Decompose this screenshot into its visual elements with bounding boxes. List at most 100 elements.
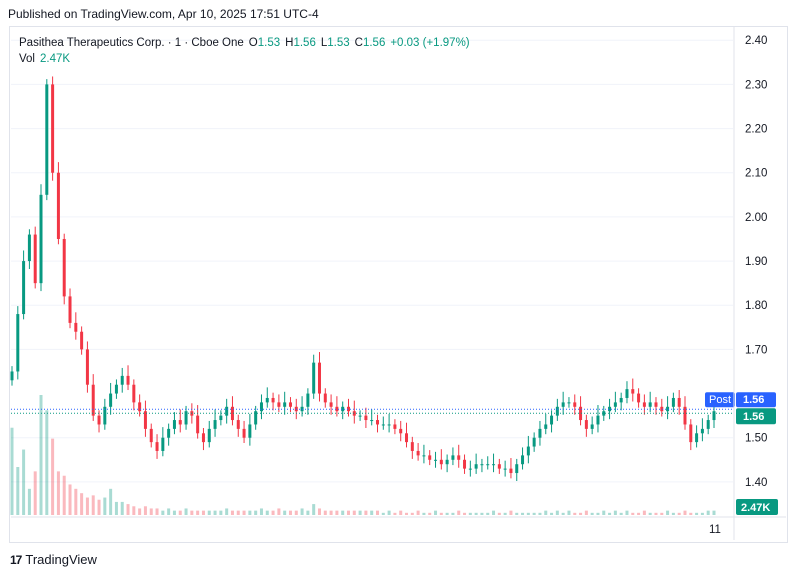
candle-body — [480, 464, 484, 466]
volume-bar — [393, 512, 397, 515]
volume-bar — [538, 512, 542, 515]
candle-body — [85, 349, 89, 385]
candle-body — [497, 464, 501, 469]
volume-bar — [550, 512, 554, 515]
volume-bar — [346, 510, 350, 515]
candle-body — [689, 424, 693, 443]
volume-bar — [312, 504, 316, 515]
candle-body — [393, 424, 397, 429]
volume-bar — [619, 512, 623, 515]
candle-body — [422, 455, 426, 457]
volume-bar — [474, 512, 478, 515]
candle-body — [22, 261, 26, 315]
volume-bar — [68, 484, 72, 515]
volume-bar — [671, 512, 675, 515]
candle-body — [486, 464, 490, 466]
volume-bar — [248, 510, 252, 515]
candle-body — [416, 450, 420, 456]
symbol-name[interactable]: Pasithea Therapeutics Corp. · 1 · Cboe O… — [19, 37, 244, 49]
candle-body — [370, 420, 374, 422]
volume-bar — [190, 510, 194, 515]
volume-bar — [341, 510, 345, 515]
candle-body — [196, 415, 200, 434]
candle-body — [352, 411, 356, 416]
y-tick-label: 2.40 — [745, 35, 767, 47]
candle-body — [103, 406, 107, 425]
candle-body — [521, 455, 525, 465]
volume-bar — [352, 510, 356, 515]
volume-bar — [358, 510, 362, 515]
candle-body — [184, 411, 188, 425]
volume-bar — [120, 501, 124, 515]
volume-bar — [161, 510, 165, 515]
candle-body — [335, 406, 339, 412]
candle-body — [550, 415, 554, 425]
y-tick-label: 2.10 — [745, 168, 767, 180]
candle-body — [706, 420, 710, 429]
candle-body — [265, 397, 269, 403]
candle-body — [80, 331, 84, 350]
candle-body — [33, 234, 37, 284]
volume-bar — [167, 508, 171, 515]
tradingview-logo-icon: 17 — [10, 552, 22, 567]
volume-bar — [143, 506, 147, 515]
volume-bar — [457, 510, 461, 515]
low-label: L — [320, 37, 328, 49]
volume-bar — [428, 512, 432, 515]
volume-bar — [126, 504, 130, 515]
close-value: 1.56 — [362, 37, 386, 49]
volume-bar — [329, 510, 333, 515]
volume-bar — [463, 512, 467, 515]
candle-body — [341, 406, 345, 412]
candle-body — [538, 428, 542, 438]
candle-body — [642, 402, 646, 407]
volume-bar — [317, 508, 321, 515]
candle-body — [51, 84, 55, 173]
volume-bar — [625, 510, 629, 515]
volume-bar — [201, 510, 205, 515]
candle-body — [625, 389, 629, 398]
volume-value: 2.47K — [40, 53, 71, 65]
candle-body — [126, 375, 130, 385]
volume-tag-bg — [736, 499, 778, 515]
candle-body — [178, 420, 182, 425]
last-price-tag-bg — [736, 408, 776, 425]
volume-bar — [509, 510, 513, 515]
volume-tag: 2.47K — [741, 502, 770, 514]
volume-bar — [85, 497, 89, 515]
volume-bar — [544, 510, 548, 515]
candle-body — [27, 234, 31, 262]
candle-body — [358, 415, 362, 417]
volume-bar — [300, 508, 304, 515]
candle-body — [68, 296, 72, 323]
candle-body — [16, 314, 20, 372]
volume-bar — [51, 438, 55, 515]
x-tick-label: 11 — [709, 524, 721, 536]
tradingview-brand[interactable]: 17 TradingView — [10, 552, 97, 567]
volume-bar — [149, 508, 153, 515]
candle-body — [590, 424, 594, 429]
volume-label[interactable]: Vol — [19, 53, 35, 65]
chart-frame[interactable] — [9, 26, 788, 543]
volume-bar — [27, 488, 31, 515]
post-tag-label: Post — [709, 394, 731, 406]
volume-bar — [45, 410, 49, 515]
high-value: 1.56 — [293, 37, 316, 49]
candle-body — [544, 424, 548, 429]
candle-body — [712, 411, 716, 421]
y-tick-label: 1.50 — [745, 433, 767, 445]
volume-bar — [277, 508, 281, 515]
candle-body — [306, 393, 310, 407]
volume-bar — [74, 488, 78, 515]
y-tick-label: 1.40 — [745, 477, 767, 489]
volume-bar — [434, 510, 438, 515]
candle-body — [596, 415, 600, 425]
volume-bar — [91, 495, 95, 515]
volume-bar — [689, 512, 693, 515]
volume-bar — [561, 512, 565, 515]
volume-bar — [178, 510, 182, 515]
post-tag-label-bg — [705, 392, 735, 408]
volume-bar — [109, 488, 113, 515]
volume-bar — [132, 506, 136, 515]
